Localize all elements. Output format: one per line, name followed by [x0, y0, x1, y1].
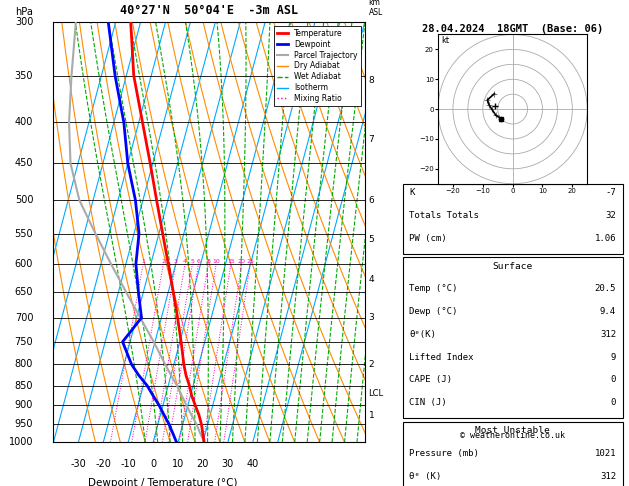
- Text: 8: 8: [369, 76, 374, 85]
- Text: 6: 6: [369, 196, 374, 205]
- Text: θᵉ (K): θᵉ (K): [409, 471, 442, 481]
- Text: 1: 1: [142, 259, 145, 264]
- Text: Dewp (°C): Dewp (°C): [409, 307, 457, 316]
- Text: 550: 550: [14, 228, 33, 239]
- Text: 7: 7: [369, 135, 374, 144]
- Text: 9: 9: [611, 352, 616, 362]
- Text: 350: 350: [14, 70, 33, 81]
- Text: 32: 32: [605, 211, 616, 220]
- Text: CIN (J): CIN (J): [409, 398, 447, 407]
- Text: 1.06: 1.06: [594, 234, 616, 243]
- Text: Most Unstable: Most Unstable: [476, 426, 550, 435]
- Text: 5: 5: [369, 235, 374, 244]
- Text: 3: 3: [174, 259, 178, 264]
- Text: 9.4: 9.4: [600, 307, 616, 316]
- Text: 312: 312: [600, 471, 616, 481]
- Text: 0: 0: [611, 375, 616, 384]
- Text: 900: 900: [15, 400, 33, 411]
- Text: 8: 8: [206, 259, 210, 264]
- Text: Temp (°C): Temp (°C): [409, 284, 457, 294]
- Text: 25: 25: [246, 259, 254, 264]
- Text: 10: 10: [212, 259, 220, 264]
- Text: 850: 850: [14, 381, 33, 391]
- Text: 15: 15: [227, 259, 235, 264]
- Text: 10: 10: [172, 459, 184, 469]
- Text: 1: 1: [369, 411, 374, 419]
- Text: km
ASL: km ASL: [369, 0, 383, 17]
- Text: 1000: 1000: [9, 437, 33, 447]
- Text: hPa: hPa: [15, 7, 33, 17]
- Text: 6: 6: [196, 259, 201, 264]
- Text: PW (cm): PW (cm): [409, 234, 447, 243]
- Text: 4: 4: [183, 259, 187, 264]
- Bar: [403, 422, 623, 486]
- Text: 3: 3: [369, 313, 374, 322]
- Text: Lifted Index: Lifted Index: [409, 352, 474, 362]
- Text: Totals Totals: Totals Totals: [409, 211, 479, 220]
- Text: 312: 312: [600, 330, 616, 339]
- Text: 600: 600: [15, 259, 33, 269]
- Text: -30: -30: [70, 459, 86, 469]
- Text: 28.04.2024  18GMT  (Base: 06): 28.04.2024 18GMT (Base: 06): [422, 24, 603, 34]
- Text: 750: 750: [14, 337, 33, 347]
- Text: CAPE (J): CAPE (J): [409, 375, 452, 384]
- Text: 4: 4: [369, 276, 374, 284]
- Text: 800: 800: [15, 359, 33, 369]
- Text: -7: -7: [605, 188, 616, 197]
- Text: 2: 2: [369, 360, 374, 369]
- Text: 450: 450: [14, 158, 33, 169]
- Text: θᵉ(K): θᵉ(K): [409, 330, 436, 339]
- Text: 5: 5: [191, 259, 194, 264]
- Text: 40°27'N  50°04'E  -3m ASL: 40°27'N 50°04'E -3m ASL: [120, 4, 298, 17]
- Text: 500: 500: [14, 195, 33, 205]
- Text: -20: -20: [96, 459, 111, 469]
- Text: kt: kt: [441, 36, 449, 45]
- Text: 2: 2: [162, 259, 165, 264]
- Bar: [403, 257, 623, 418]
- Text: 700: 700: [14, 312, 33, 323]
- Text: Dewpoint / Temperature (°C): Dewpoint / Temperature (°C): [87, 478, 237, 486]
- Text: 30: 30: [221, 459, 234, 469]
- Text: 400: 400: [15, 117, 33, 127]
- Text: 1021: 1021: [594, 449, 616, 458]
- Text: 40: 40: [247, 459, 259, 469]
- Text: 650: 650: [14, 287, 33, 297]
- Text: -10: -10: [120, 459, 136, 469]
- Text: 20.5: 20.5: [594, 284, 616, 294]
- Text: 0: 0: [150, 459, 156, 469]
- Text: © weatheronline.co.uk: © weatheronline.co.uk: [460, 431, 565, 440]
- Text: 300: 300: [15, 17, 33, 27]
- Text: 950: 950: [14, 419, 33, 429]
- Text: K: K: [409, 188, 415, 197]
- Text: 20: 20: [197, 459, 209, 469]
- Legend: Temperature, Dewpoint, Parcel Trajectory, Dry Adiabat, Wet Adiabat, Isotherm, Mi: Temperature, Dewpoint, Parcel Trajectory…: [274, 26, 361, 106]
- Text: Surface: Surface: [493, 262, 533, 271]
- Bar: [403, 184, 623, 254]
- Text: 20: 20: [238, 259, 245, 264]
- Text: Pressure (mb): Pressure (mb): [409, 449, 479, 458]
- Text: 0: 0: [611, 398, 616, 407]
- Text: LCL: LCL: [369, 389, 384, 398]
